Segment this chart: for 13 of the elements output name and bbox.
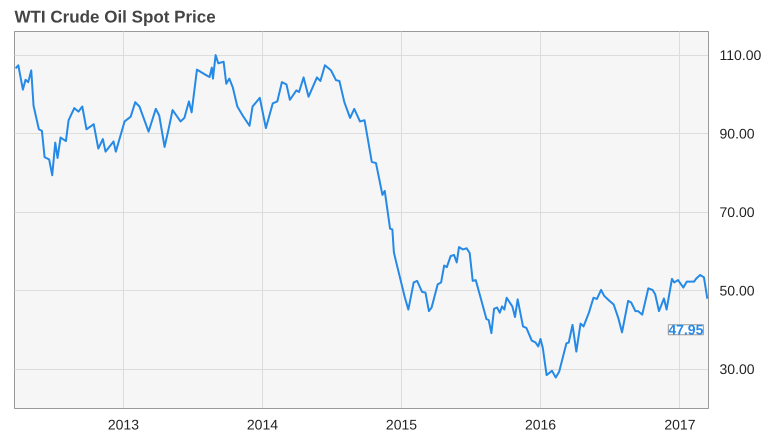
line-series [14, 54, 708, 378]
y-tick-label: 90.00 [720, 126, 755, 142]
x-tick-label: 2016 [524, 416, 556, 432]
y-tick-label: 30.00 [720, 361, 755, 378]
x-tick-label: 2014 [246, 416, 278, 432]
annotation: 47.95 [668, 322, 704, 338]
x-tick-label: 2015 [386, 416, 418, 432]
chart-title: WTI Crude Oil Spot Price [14, 8, 216, 26]
y-tick-label: 70.00 [720, 204, 755, 220]
y-tick-label: 110.00 [720, 47, 762, 64]
x-tick-label: 2013 [108, 416, 140, 432]
y-tick-label: 50.00 [720, 282, 755, 299]
x-tick-label: 2017 [664, 416, 696, 432]
